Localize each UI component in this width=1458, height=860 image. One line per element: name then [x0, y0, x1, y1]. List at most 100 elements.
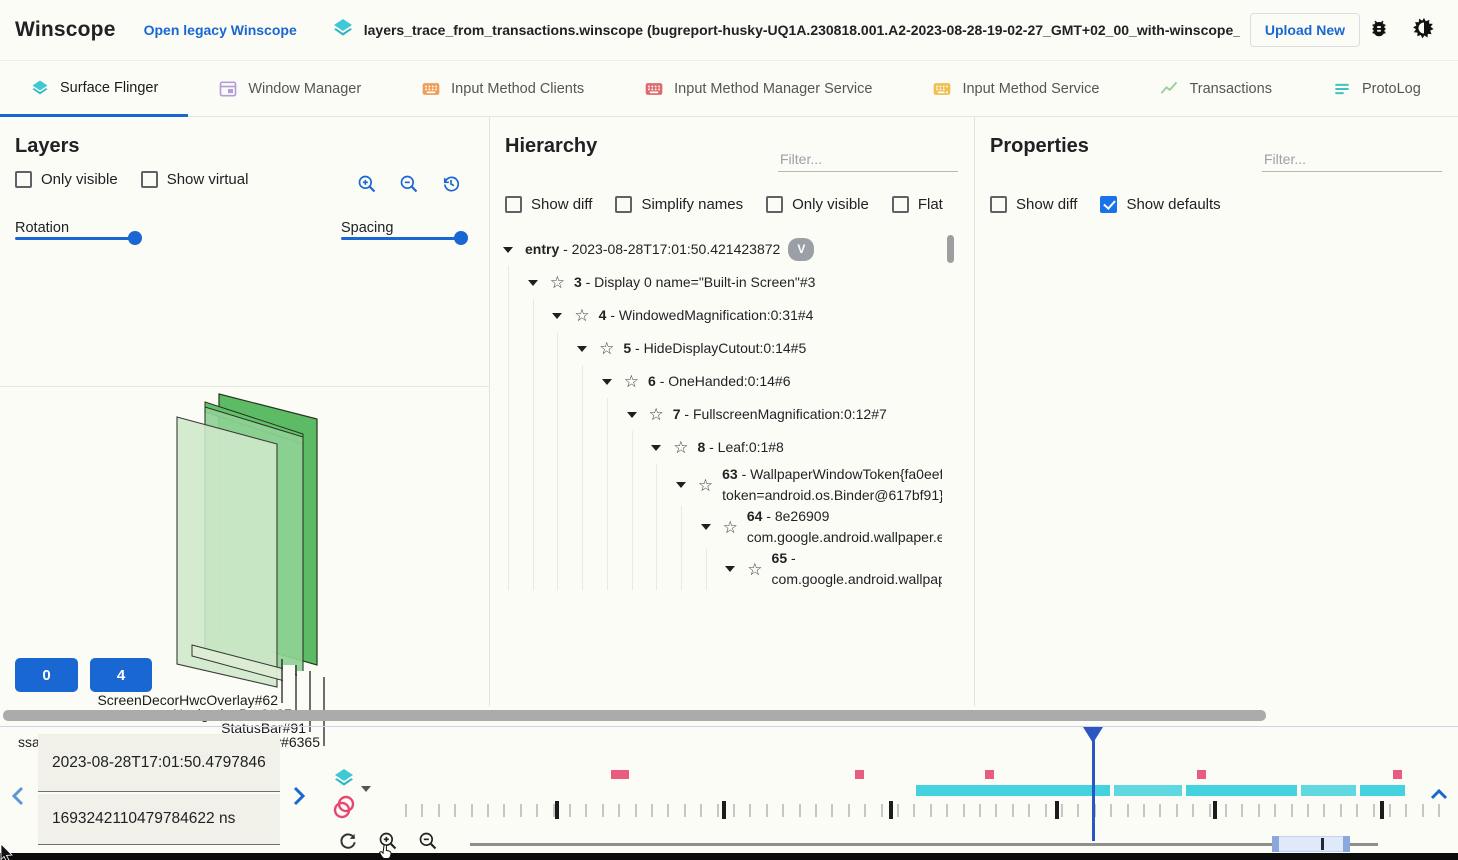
trace-segment[interactable] — [1360, 785, 1405, 796]
star-icon[interactable]: ☆ — [722, 517, 738, 537]
checkbox-box[interactable] — [615, 196, 633, 213]
star-icon[interactable]: ☆ — [599, 339, 615, 358]
ruler-tick — [1061, 804, 1063, 817]
ruler-tick-major — [1055, 801, 1059, 819]
hierarchy-show-diff-checkbox[interactable]: Show diff — [505, 196, 592, 213]
expand-caret-icon[interactable] — [552, 312, 563, 319]
checkbox-box[interactable] — [15, 171, 32, 188]
hierarchy-flat-checkbox[interactable]: Flat — [891, 196, 943, 213]
tree-node[interactable]: ☆ 64 - 8e26909 com.google.android.wallpap… — [490, 506, 942, 548]
tab-window-manager[interactable]: Window Manager — [188, 61, 391, 117]
timestamp-input[interactable]: 2023-08-28T17:01:50.4797846 — [38, 734, 280, 792]
zoom-out-icon[interactable] — [418, 831, 438, 856]
star-icon[interactable]: ☆ — [574, 306, 590, 325]
expand-caret-icon[interactable] — [527, 279, 538, 286]
tree-node[interactable]: ☆ 6 - OneHanded:0:14#6 — [490, 365, 942, 398]
tree-node[interactable]: ☆ 65 - com.google.android.wallpaper.effec… — [490, 548, 942, 590]
zoom-out-icon[interactable] — [399, 174, 419, 194]
trace-segment[interactable] — [1186, 785, 1297, 796]
tree-node[interactable]: ☆ 63 - WallpaperWindowToken{fa0eef6 token… — [490, 464, 942, 506]
expand-caret-icon[interactable] — [725, 566, 736, 572]
range-track[interactable] — [470, 843, 1378, 846]
range-handle-right[interactable] — [1343, 836, 1350, 852]
star-icon[interactable]: ☆ — [623, 372, 640, 391]
dark-mode-icon[interactable] — [1412, 16, 1436, 45]
tree-node[interactable]: ☆ 4 - WindowedMagnification:0:31#4 — [490, 299, 942, 332]
tab-protolog[interactable]: ProtoLog — [1302, 61, 1451, 117]
tree-node[interactable]: ☆ 5 - HideDisplayCutout:0:14#5 — [490, 332, 942, 365]
trace-segment[interactable] — [1114, 785, 1182, 796]
next-entry-chevron-icon[interactable] — [291, 786, 307, 806]
hierarchy-filter-input[interactable] — [778, 147, 958, 172]
properties-show-defaults-checkbox[interactable]: Show defaults — [1100, 196, 1221, 213]
tab-transactions[interactable]: Transactions — [1129, 61, 1301, 117]
expand-caret-icon[interactable] — [651, 444, 662, 451]
collapse-timeline-chevron-icon[interactable] — [1430, 788, 1448, 800]
timeline-cursor[interactable] — [1092, 727, 1095, 841]
expand-caret-icon[interactable] — [577, 345, 588, 352]
properties-filter-input[interactable] — [1262, 147, 1442, 172]
display-button-0[interactable]: 0 — [15, 658, 78, 692]
layers-only-visible-checkbox[interactable]: Only visible — [15, 171, 118, 188]
horizontal-scrollbar[interactable] — [3, 710, 1266, 721]
upload-new-button[interactable]: Upload New — [1249, 13, 1360, 47]
tab-surface-flinger[interactable]: Surface Flinger — [0, 61, 189, 117]
expand-caret-icon[interactable] — [700, 524, 711, 530]
expand-caret-icon[interactable] — [601, 378, 612, 385]
star-icon[interactable]: ☆ — [747, 559, 763, 579]
rotation-slider[interactable] — [15, 237, 135, 240]
display-button-4[interactable]: 4 — [90, 658, 152, 692]
bug-icon[interactable] — [1368, 17, 1390, 44]
star-icon[interactable]: ☆ — [648, 405, 664, 424]
tree-node[interactable]: ☆ 7 - FullscreenMagnification:0:12#7 — [490, 398, 942, 431]
transition-marker[interactable] — [1393, 770, 1402, 779]
transition-marker[interactable] — [1197, 770, 1206, 779]
refresh-icon[interactable] — [338, 831, 358, 856]
expand-caret-icon[interactable] — [503, 246, 513, 253]
checkbox-box[interactable] — [505, 196, 522, 213]
trace-segment[interactable] — [916, 785, 1110, 796]
tree-node[interactable]: entry - 2023-08-28T17:01:50.421423872 V — [490, 233, 942, 266]
expand-caret-icon[interactable] — [675, 482, 686, 488]
checkbox-label: Only visible — [792, 196, 869, 213]
hierarchy-only-visible-checkbox[interactable]: Only visible — [766, 196, 869, 213]
tree-node[interactable]: ☆ 8 - Leaf:0:1#8 — [490, 431, 942, 464]
tree-scrollbar[interactable] — [947, 235, 954, 263]
range-selection[interactable] — [1272, 836, 1350, 852]
transition-marker[interactable] — [855, 770, 864, 779]
tab-input-method-manager-service[interactable]: Input Method Manager Service — [614, 61, 902, 117]
hierarchy-simplify-names-checkbox[interactable]: Simplify names — [615, 196, 743, 213]
checkbox-box[interactable] — [140, 171, 158, 188]
transitions-icon[interactable] — [332, 794, 356, 825]
star-icon[interactable]: ☆ — [549, 273, 565, 292]
spacing-slider[interactable] — [341, 237, 461, 240]
spacing-slider-thumb[interactable] — [454, 231, 468, 245]
tab-input-method-service[interactable]: Input Method Service — [902, 61, 1129, 117]
chevron-down-icon[interactable] — [360, 780, 372, 798]
layers-show-virtual-checkbox[interactable]: Show virtual — [140, 171, 248, 188]
star-icon[interactable]: ☆ — [697, 475, 714, 495]
transition-marker[interactable] — [611, 770, 620, 779]
checkbox-box[interactable] — [891, 196, 909, 213]
properties-show-diff-checkbox[interactable]: Show diff — [990, 196, 1077, 213]
transition-marker[interactable] — [620, 770, 629, 779]
prev-entry-chevron-icon[interactable] — [10, 786, 26, 806]
history-icon[interactable] — [441, 174, 461, 194]
tab-input-method-clients[interactable]: Input Method Clients — [391, 61, 614, 117]
star-icon[interactable]: ☆ — [673, 438, 689, 457]
timeline-cursor-flag[interactable] — [1083, 727, 1103, 743]
trace-segment[interactable] — [1301, 785, 1356, 796]
checkbox-box[interactable] — [766, 196, 784, 213]
expand-caret-icon[interactable] — [626, 411, 637, 418]
tab-tra[interactable]: Tra — [1451, 61, 1458, 117]
checkbox-box[interactable] — [990, 196, 1007, 213]
zoom-in-icon[interactable] — [357, 174, 377, 194]
checkbox-box[interactable] — [1100, 196, 1118, 213]
layers-icon[interactable] — [332, 766, 356, 795]
transition-marker[interactable] — [985, 770, 994, 779]
timestamp-ns-input[interactable]: 1693242110479784622 ns — [38, 794, 280, 845]
rotation-slider-thumb[interactable] — [128, 231, 142, 245]
range-handle-left[interactable] — [1272, 836, 1279, 852]
tree-node[interactable]: ☆ 3 - Display 0 name="Built-in Screen"#3 — [490, 266, 942, 299]
open-legacy-link[interactable]: Open legacy Winscope — [143, 22, 297, 38]
